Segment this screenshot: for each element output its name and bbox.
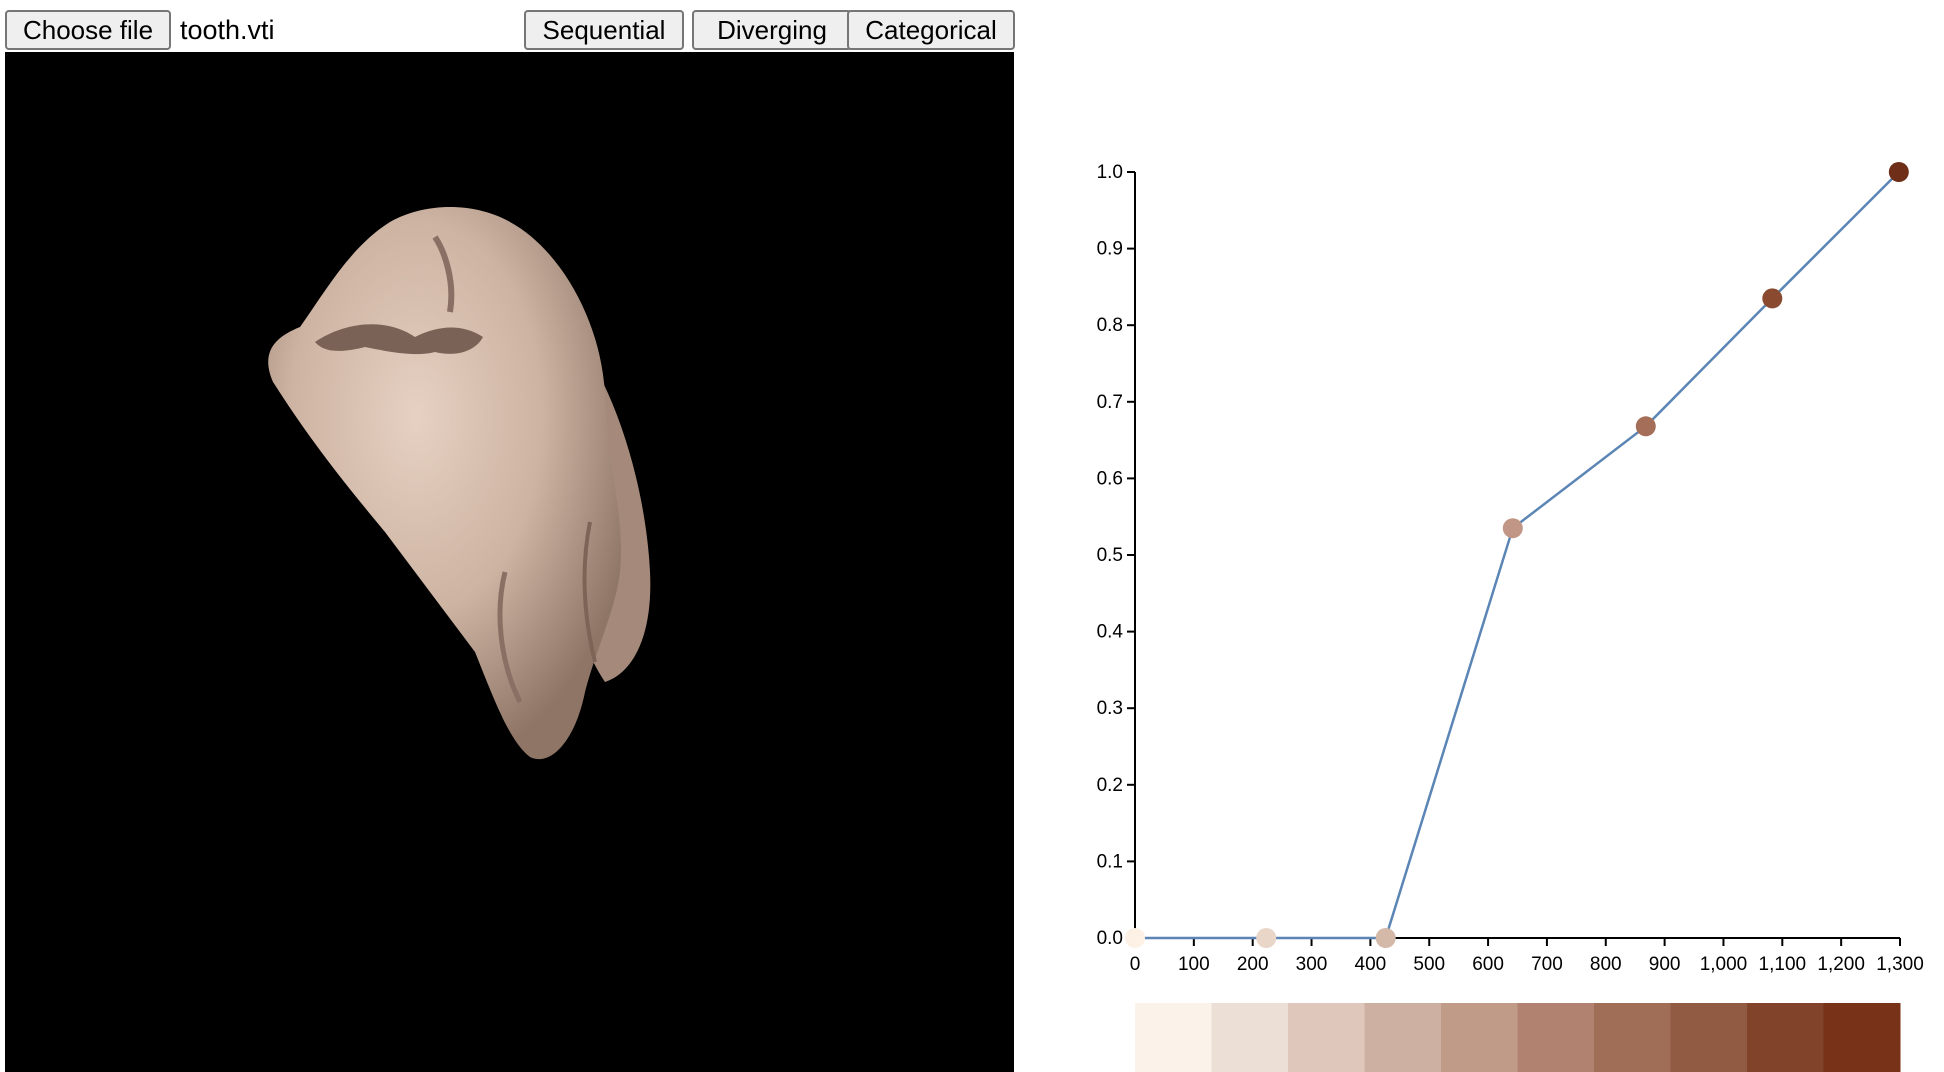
control-point-1[interactable] — [1256, 928, 1277, 948]
y-tick-label: 0.5 — [1097, 545, 1123, 566]
y-tick-label: 0.0 — [1097, 928, 1123, 949]
x-tick-label: 0 — [1130, 954, 1141, 975]
x-tick-label: 700 — [1531, 954, 1563, 975]
volume-render-viewport[interactable] — [5, 52, 1014, 1072]
categorical-button[interactable]: Categorical — [847, 10, 1015, 50]
y-tick-label: 0.1 — [1097, 851, 1123, 872]
y-tick-label: 0.4 — [1097, 622, 1124, 643]
colorbar-swatch-5 — [1517, 1003, 1595, 1072]
tooth-crown-ridge — [315, 324, 483, 355]
tooth-volume-render — [268, 207, 651, 760]
colorbar-swatch-9 — [1823, 1003, 1901, 1072]
x-tick-label: 800 — [1590, 954, 1622, 975]
x-tick-label: 900 — [1649, 954, 1681, 975]
y-tick-label: 0.2 — [1097, 775, 1123, 796]
colorbar-swatch-1 — [1211, 1003, 1289, 1072]
x-tick-label: 1,300 — [1876, 954, 1924, 975]
colorbar-swatch-8 — [1747, 1003, 1824, 1072]
x-tick-label: 400 — [1355, 954, 1387, 975]
colorbar-swatch-4 — [1441, 1003, 1518, 1072]
x-tick-label: 1,200 — [1817, 954, 1865, 975]
tooth-cusp-groove — [432, 235, 455, 313]
y-tick-label: 1.0 — [1097, 162, 1123, 183]
y-tick-label: 0.9 — [1097, 239, 1123, 260]
x-tick-label: 100 — [1178, 954, 1210, 975]
x-tick-label: 500 — [1413, 954, 1445, 975]
tooth-body — [268, 207, 622, 760]
control-point-2[interactable] — [1375, 928, 1396, 948]
x-tick-label: 300 — [1296, 954, 1328, 975]
control-point-6[interactable] — [1888, 162, 1909, 182]
colorbar-swatch-6 — [1594, 1003, 1671, 1072]
y-tick-label: 0.3 — [1097, 698, 1123, 719]
control-point-0[interactable] — [1125, 928, 1145, 948]
tooth-root-groove — [497, 571, 523, 704]
colorbar-swatch-0 — [1135, 1003, 1212, 1072]
transfer-function-line — [1135, 171, 1900, 940]
transfer-function-chart[interactable]: 0.0 0.1 0.2 0.3 0.4 0.5 0.6 0.7 0.8 0.9 1.0 0 100 200… — [1040, 100, 1940, 1072]
tooth-side-groove — [582, 521, 597, 663]
colorbar-swatch-2 — [1288, 1003, 1365, 1072]
choose-file-button[interactable]: Choose file — [5, 10, 171, 50]
y-tick-label: 0.8 — [1097, 315, 1123, 336]
x-tick-label: 1,100 — [1759, 954, 1807, 975]
control-point-3[interactable] — [1502, 518, 1523, 539]
x-tick-label: 200 — [1237, 954, 1269, 975]
x-tick-label: 1,000 — [1700, 954, 1748, 975]
colorbar-swatch-7 — [1670, 1003, 1748, 1072]
file-name-label: tooth.vti — [180, 15, 275, 45]
sequential-button[interactable]: Sequential — [524, 10, 684, 50]
colorbar-swatch-3 — [1364, 1003, 1442, 1072]
y-tick-label: 0.6 — [1097, 468, 1123, 489]
y-tick-label: 0.7 — [1097, 392, 1123, 413]
control-point-5[interactable] — [1762, 288, 1783, 309]
diverging-button[interactable]: Diverging — [692, 10, 852, 50]
x-tick-label: 600 — [1472, 954, 1504, 975]
control-point-4[interactable] — [1635, 416, 1656, 437]
